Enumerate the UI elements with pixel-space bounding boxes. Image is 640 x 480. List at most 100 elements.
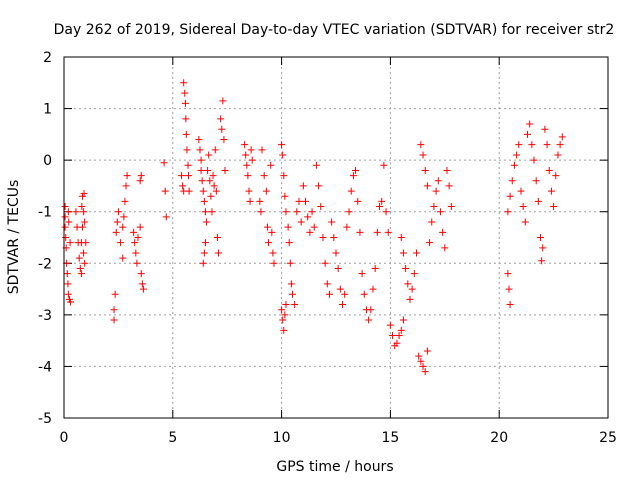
data-point bbox=[410, 270, 418, 278]
data-point bbox=[315, 182, 323, 190]
data-point bbox=[282, 208, 290, 216]
data-point bbox=[386, 321, 394, 329]
data-point bbox=[61, 203, 69, 211]
data-point bbox=[199, 187, 207, 195]
data-point bbox=[209, 172, 217, 180]
data-point bbox=[397, 326, 405, 334]
data-point bbox=[278, 306, 286, 314]
data-point bbox=[312, 161, 320, 169]
data-point bbox=[208, 208, 216, 216]
data-point bbox=[538, 257, 546, 265]
data-point bbox=[267, 161, 275, 169]
data-point bbox=[519, 203, 527, 211]
data-point bbox=[114, 208, 122, 216]
data-point bbox=[430, 203, 438, 211]
data-point bbox=[406, 295, 414, 303]
data-point bbox=[181, 99, 189, 107]
data-point bbox=[517, 187, 525, 195]
data-point bbox=[136, 223, 144, 231]
data-point bbox=[295, 197, 303, 205]
data-point bbox=[178, 172, 186, 180]
data-point bbox=[358, 270, 366, 278]
data-point bbox=[513, 151, 521, 159]
grid-lines bbox=[64, 57, 608, 418]
data-point bbox=[325, 290, 333, 298]
data-point bbox=[299, 182, 307, 190]
data-point bbox=[297, 218, 305, 226]
data-point bbox=[269, 249, 277, 257]
data-point bbox=[64, 208, 72, 216]
data-point bbox=[423, 182, 431, 190]
data-point bbox=[256, 197, 264, 205]
data-point bbox=[528, 141, 536, 149]
x-tick-label: 15 bbox=[381, 430, 399, 446]
data-point bbox=[137, 172, 145, 180]
data-point bbox=[111, 290, 119, 298]
data-point bbox=[65, 218, 73, 226]
data-point bbox=[201, 208, 209, 216]
data-point bbox=[419, 151, 427, 159]
data-point bbox=[323, 280, 331, 288]
data-point bbox=[558, 133, 566, 141]
data-point bbox=[526, 120, 534, 128]
data-point bbox=[308, 208, 316, 216]
data-point bbox=[432, 187, 440, 195]
data-point bbox=[541, 125, 549, 133]
data-point bbox=[523, 130, 531, 138]
data-point bbox=[214, 249, 222, 257]
data-point bbox=[332, 249, 340, 257]
data-point bbox=[426, 239, 434, 247]
data-point bbox=[279, 151, 287, 159]
data-point bbox=[80, 208, 88, 216]
data-point bbox=[278, 141, 286, 149]
data-point bbox=[220, 136, 228, 144]
data-point bbox=[76, 264, 84, 272]
data-point bbox=[196, 146, 204, 154]
data-point bbox=[306, 228, 314, 236]
y-axis-title: SDTVAR / TECUs bbox=[6, 180, 22, 295]
x-axis: 0 5 10 15 20 25 bbox=[60, 57, 617, 446]
data-point bbox=[162, 213, 170, 221]
data-point bbox=[505, 285, 513, 293]
data-point bbox=[121, 197, 129, 205]
data-point bbox=[258, 146, 266, 154]
data-point bbox=[243, 161, 251, 169]
data-point bbox=[185, 187, 193, 195]
data-point bbox=[183, 146, 191, 154]
data-point bbox=[137, 270, 145, 278]
data-point bbox=[530, 156, 538, 164]
data-point bbox=[62, 234, 70, 241]
data-point bbox=[81, 218, 89, 226]
data-point bbox=[339, 301, 347, 309]
data-point bbox=[279, 316, 287, 324]
y-tick-label: -4 bbox=[38, 359, 52, 375]
data-point bbox=[247, 146, 255, 154]
data-point bbox=[285, 239, 293, 247]
data-point bbox=[244, 172, 252, 180]
data-point bbox=[204, 166, 212, 174]
data-point bbox=[399, 249, 407, 257]
data-point bbox=[61, 213, 69, 221]
data-point bbox=[133, 259, 141, 267]
data-point bbox=[317, 203, 325, 211]
data-point bbox=[197, 156, 205, 164]
data-point bbox=[365, 316, 373, 324]
data-point bbox=[441, 244, 449, 252]
data-point bbox=[328, 218, 336, 226]
data-point bbox=[81, 259, 89, 267]
data-point bbox=[439, 228, 447, 236]
data-point bbox=[130, 228, 138, 236]
data-point bbox=[184, 172, 192, 180]
data-point bbox=[515, 141, 523, 149]
data-point bbox=[242, 151, 250, 159]
y-tick-label: 2 bbox=[43, 50, 52, 66]
data-point bbox=[139, 285, 147, 293]
data-point bbox=[195, 136, 203, 144]
data-point bbox=[248, 156, 256, 164]
data-point bbox=[434, 177, 442, 185]
data-point bbox=[245, 187, 253, 195]
data-point bbox=[556, 141, 564, 149]
x-tick-label: 20 bbox=[490, 430, 508, 446]
data-point bbox=[212, 187, 220, 195]
